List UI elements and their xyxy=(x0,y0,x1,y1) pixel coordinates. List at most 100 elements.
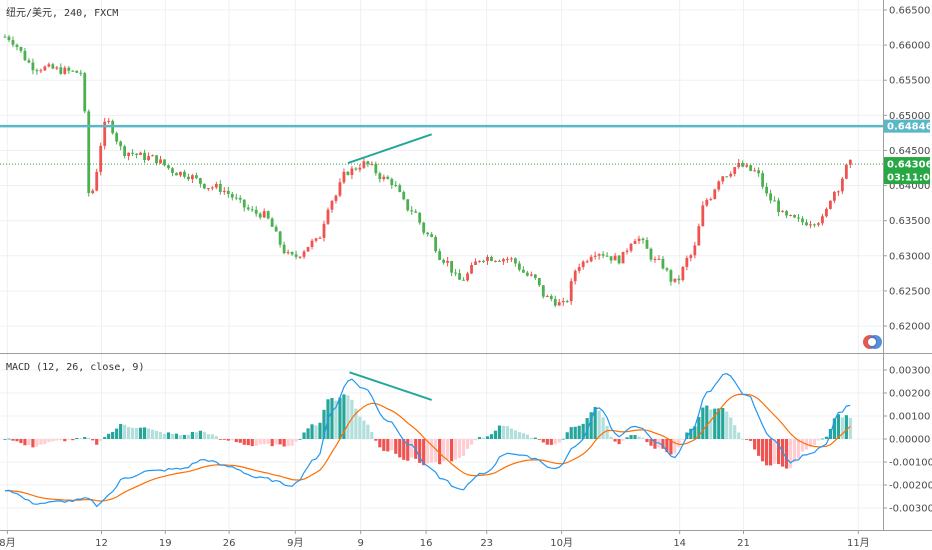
histogram-bar xyxy=(776,439,781,465)
price-tick-label: 0.66000 xyxy=(889,41,930,52)
candle-body xyxy=(278,231,282,245)
candle-body xyxy=(537,278,541,286)
candle-body xyxy=(394,184,398,186)
candle-body xyxy=(11,40,15,45)
candle-body xyxy=(198,178,202,184)
histogram-bar xyxy=(222,439,226,440)
histogram-bar xyxy=(808,439,813,447)
candle-body xyxy=(525,272,529,276)
histogram-bar xyxy=(461,439,466,456)
candle-body xyxy=(171,168,174,173)
histogram-bar xyxy=(434,439,438,463)
histogram-bar xyxy=(27,439,31,446)
histogram-bar xyxy=(87,437,91,439)
time-tick-label: 8月 xyxy=(0,537,16,549)
histogram-bar xyxy=(477,437,482,439)
histogram-bar xyxy=(601,417,605,439)
candle-body xyxy=(63,67,67,74)
histogram-bar xyxy=(342,394,346,439)
histogram-bar xyxy=(402,439,406,460)
candle-body xyxy=(406,199,410,211)
histogram-bar xyxy=(39,439,43,445)
price-tick-label: 0.63500 xyxy=(889,216,930,227)
candle-body xyxy=(569,281,573,302)
candle-body xyxy=(254,209,258,214)
candle-body xyxy=(187,176,190,180)
candle-body xyxy=(238,197,242,200)
candle-body xyxy=(450,260,453,273)
histogram-bar xyxy=(79,438,83,439)
histogram-bar xyxy=(202,431,206,439)
histogram-bar xyxy=(589,412,593,439)
histogram-bar xyxy=(442,439,446,462)
candle-body xyxy=(398,185,402,192)
candle-body xyxy=(326,209,330,224)
time-tick-label: 12 xyxy=(95,538,108,549)
histogram-bar xyxy=(322,409,326,439)
histogram-bar xyxy=(689,428,693,439)
histogram-bar xyxy=(553,439,557,445)
candle-body xyxy=(829,200,832,209)
candle-body xyxy=(673,278,677,282)
histogram-bar xyxy=(501,425,506,439)
candle-body xyxy=(206,188,210,190)
histogram-bar xyxy=(115,428,119,439)
histogram-bar xyxy=(282,439,286,447)
candle-body xyxy=(191,175,194,180)
candle-body xyxy=(318,237,322,239)
histogram-bar xyxy=(788,439,793,469)
candle-body xyxy=(19,46,23,51)
histogram-bar xyxy=(214,436,218,439)
candle-body xyxy=(438,251,442,260)
candle-body xyxy=(274,226,278,232)
macd-trendline xyxy=(349,371,433,401)
histogram-bar xyxy=(557,439,561,443)
histogram-bar xyxy=(19,439,23,444)
histogram-bar xyxy=(521,433,525,439)
histogram-bar xyxy=(262,439,266,445)
histogram-bar xyxy=(123,424,127,439)
histogram-bar xyxy=(721,407,725,439)
candle-body xyxy=(517,263,521,270)
candle-body xyxy=(67,67,71,71)
event-flag-icon[interactable] xyxy=(863,335,882,349)
candle-body xyxy=(553,298,557,306)
histogram-bar xyxy=(266,439,270,444)
histogram-bar xyxy=(609,436,613,439)
histogram-bar xyxy=(390,439,394,451)
candle-body xyxy=(737,163,741,168)
candle-body xyxy=(410,210,414,212)
candle-body xyxy=(202,183,206,189)
histogram-bar xyxy=(453,439,458,460)
candle-body xyxy=(665,268,669,271)
price-tick-label: 0.64000 xyxy=(889,181,930,192)
histogram-bar xyxy=(71,439,75,441)
horizontal-line-label: 0.64846 xyxy=(887,122,932,133)
histogram-bar xyxy=(298,438,302,440)
histogram-bar xyxy=(541,439,545,443)
histogram-bar xyxy=(697,416,701,439)
time-axis: 8月 12 19 26 9月 9 16 23 10月 14 21 11月 xyxy=(0,530,870,549)
histogram-bar xyxy=(469,439,474,445)
histogram-bar xyxy=(761,439,765,462)
histogram-bar xyxy=(513,430,517,439)
bar-countdown: 03:11:02 xyxy=(887,173,932,184)
histogram-bar xyxy=(693,426,697,439)
price-trendline xyxy=(347,133,433,165)
time-tick-label: 11月 xyxy=(847,537,870,549)
candle-body xyxy=(7,36,11,41)
histogram-bar xyxy=(848,417,852,439)
candle-body xyxy=(386,176,390,180)
price-tick-label: 0.62000 xyxy=(889,322,930,333)
time-tick-label: 16 xyxy=(420,538,433,549)
candle-body xyxy=(131,152,134,154)
candle-body xyxy=(43,66,47,71)
candle-body xyxy=(533,274,537,279)
last-price-tag: 0.64306 03:11:02 xyxy=(884,157,932,185)
candle-body xyxy=(242,199,246,208)
histogram-bar xyxy=(394,439,398,454)
candle-body xyxy=(470,264,473,274)
candle-body xyxy=(601,254,605,256)
histogram-bar xyxy=(465,439,470,449)
histogram-bar xyxy=(605,425,609,439)
